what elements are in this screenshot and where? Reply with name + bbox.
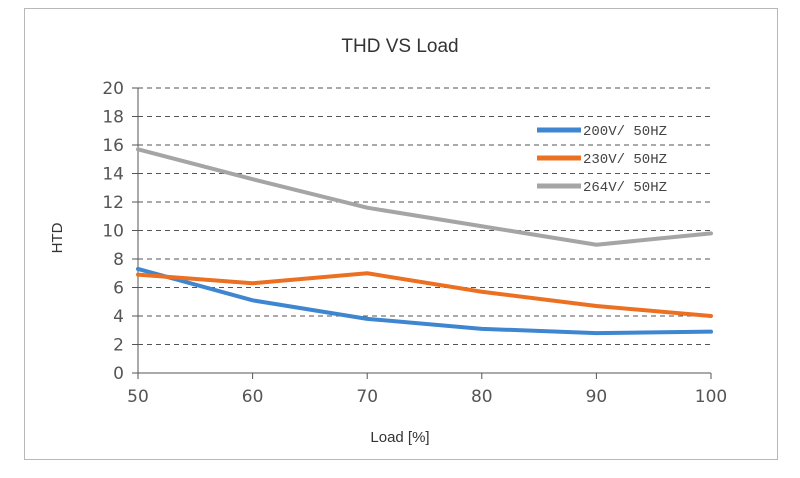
y-axis-label: HTD [49, 222, 66, 253]
x-tick-90: 90 [586, 387, 608, 407]
x-tick-50: 50 [127, 387, 149, 407]
series-line-264v-50hz [136, 147, 713, 247]
y-tick-20: 20 [102, 79, 124, 99]
legend: 200V/ 50HZ 230V/ 50HZ 264V/ 50HZ [537, 124, 667, 196]
axes [132, 87, 712, 379]
chart-frame [24, 8, 778, 460]
legend-label-264v-50hz: 264V/ 50HZ [583, 180, 667, 196]
y-tick-2: 2 [113, 336, 124, 356]
x-tick-80: 80 [471, 387, 493, 407]
x-tick-60: 60 [242, 387, 264, 407]
series-line-200v-50hz [136, 266, 713, 336]
x-tick-70: 70 [356, 387, 378, 407]
y-tick-14: 14 [102, 165, 124, 185]
series-lines [136, 147, 713, 336]
x-tick-labels: 50 60 70 80 90 100 [127, 387, 727, 407]
y-tick-16: 16 [102, 136, 124, 156]
x-tick-100: 100 [695, 387, 727, 407]
series-line-230v-50hz [136, 271, 713, 318]
y-tick-labels: 0 2 4 6 8 10 12 14 16 18 20 [102, 79, 124, 384]
chart-title: THD VS Load [341, 36, 458, 57]
x-axis-label: Load [%] [370, 429, 429, 446]
gridlines [138, 87, 711, 345]
y-tick-18: 18 [102, 108, 124, 128]
y-tick-6: 6 [113, 279, 124, 299]
y-tick-0: 0 [113, 364, 124, 384]
y-tick-12: 12 [102, 193, 124, 213]
legend-label-200v-50hz: 200V/ 50HZ [583, 124, 667, 140]
y-tick-8: 8 [113, 250, 124, 270]
legend-label-230v-50hz: 230V/ 50HZ [583, 152, 667, 168]
y-tick-4: 4 [113, 307, 124, 327]
y-tick-10: 10 [102, 222, 124, 242]
